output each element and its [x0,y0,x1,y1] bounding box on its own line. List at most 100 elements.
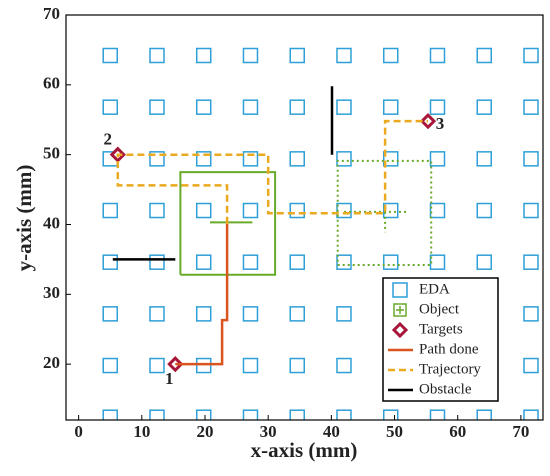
eda-marker [102,357,118,374]
legend-label: Targets [419,321,463,337]
target-label: 2 [104,130,113,149]
eda-marker [149,99,165,115]
eda-marker [149,151,165,167]
eda-marker [102,409,118,420]
x-tick-label: 60 [449,422,466,441]
eda-marker [289,357,305,374]
eda-marker [429,47,446,64]
x-tick-label: 10 [133,422,150,441]
target-label: 3 [436,114,445,133]
x-tick-label: 70 [512,422,529,441]
y-tick-label: 40 [43,213,60,232]
eda-marker [476,47,492,64]
eda-marker [429,202,446,219]
eda-marker [289,47,305,64]
x-axis-label: x-axis (mm) [251,438,358,462]
eda-marker [242,151,259,167]
legend-box [382,277,499,402]
eda-marker [336,409,352,420]
series-line [112,86,334,261]
frame [65,14,544,421]
legend-label: Trajectory [419,361,481,377]
object-outline [179,171,277,276]
eda-marker [476,99,492,115]
eda-marker [382,47,399,64]
target-label: 1 [165,369,174,388]
eda-marker [102,254,118,270]
eda-marker [195,151,212,167]
eda-marker [289,151,305,167]
legend-marker [392,282,408,298]
eda-marker [195,202,212,219]
eda-marker [429,409,446,420]
eda-marker [336,47,352,64]
y-tick-label: 60 [43,74,60,93]
legend-marker [396,306,404,314]
eda-marker [476,202,492,219]
eda-marker [523,99,539,115]
x-tick-label: 0 [74,422,83,441]
eda-marker [242,99,259,115]
eda-marker [382,151,399,167]
eda-marker [242,254,259,270]
eda-marker [336,357,352,374]
eda-marker [195,306,212,322]
eda-marker [242,47,259,64]
eda-marker [149,254,165,270]
object-outline [336,159,433,266]
legend-marker [391,321,409,339]
eda-marker [336,254,352,270]
eda-marker [102,306,118,322]
eda-marker [523,306,539,322]
target-marker [167,356,184,373]
eda-marker [336,99,352,115]
eda-marker [149,47,165,64]
eda-marker [523,409,539,420]
eda-marker [523,357,539,374]
legend-label: EDA [419,281,450,297]
eda-marker [289,409,305,420]
eda-marker [429,151,446,167]
eda-marker [102,202,118,219]
eda-marker [289,254,305,270]
eda-marker [476,409,492,420]
eda-marker [149,202,165,219]
eda-marker [476,151,492,167]
legend-marker [393,303,407,317]
y-tick-label: 70 [43,4,60,23]
x-tick-label: 20 [196,422,213,441]
eda-marker [242,409,259,420]
plot-area: 1 2 3 [102,47,539,420]
eda-marker [523,254,539,270]
eda-marker [336,306,352,322]
eda-marker [382,202,399,219]
eda-marker [289,202,305,219]
eda-marker [102,47,118,64]
eda-marker [523,151,539,167]
eda-marker [242,357,259,374]
x-tick-label: 30 [260,422,277,441]
eda-marker [382,409,399,420]
eda-marker [476,254,492,270]
legend-label: Obstacle [419,381,472,397]
x-tick-label: 40 [323,422,340,441]
legend-label: Object [419,301,460,317]
eda-marker [336,151,352,167]
eda-marker [289,99,305,115]
eda-marker [149,409,165,420]
legend-label: Path done [419,341,479,357]
eda-marker [523,47,539,64]
eda-marker [242,306,259,322]
eda-marker [195,357,212,374]
eda-marker [336,202,352,219]
eda-marker [242,202,259,219]
eda-marker [382,254,399,270]
y-tick-label: 20 [43,353,60,372]
eda-marker [289,306,305,322]
eda-marker [429,99,446,115]
eda-marker [195,99,212,115]
eda-marker [102,99,118,115]
series-line [116,119,428,224]
eda-marker [149,357,165,374]
